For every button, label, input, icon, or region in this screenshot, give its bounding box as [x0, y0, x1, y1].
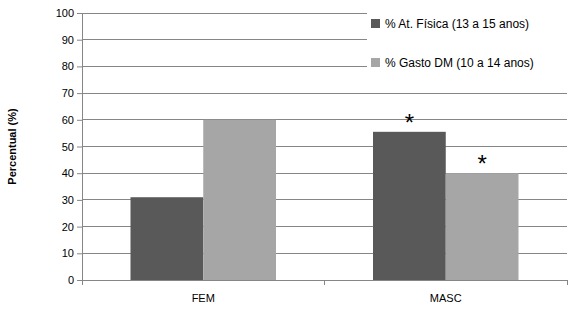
plot: 0102030405060708090100FEMMASC**% At. Fís… [56, 7, 568, 304]
legend-label: % Gasto DM (10 a 14 anos) [385, 56, 534, 70]
y-tick-mark [77, 40, 82, 41]
y-tick-label: 50 [62, 141, 74, 153]
y-axis-line [77, 14, 83, 281]
y-tick-label: 70 [62, 87, 74, 99]
bar [203, 120, 276, 280]
x-tick: FEM [192, 280, 215, 304]
category-separator [82, 280, 83, 285]
y-tick-label: 10 [62, 247, 74, 259]
y-tick-mark [77, 280, 82, 281]
y-axis: 0 10 20 30 40 50 60 70 80 90 100 [56, 7, 83, 286]
annotation: * [477, 150, 486, 177]
y-tick-label: 20 [62, 221, 74, 233]
y-tick-label: 100 [56, 7, 74, 19]
x-tick-label: FEM [192, 292, 215, 304]
y-tick: 40 [62, 167, 82, 179]
grid-line [82, 146, 567, 147]
y-tick-label: 40 [62, 167, 74, 179]
y-tick: 50 [62, 141, 82, 153]
y-tick-mark [77, 200, 82, 201]
legend-swatch [371, 19, 380, 28]
y-tick-mark [77, 253, 82, 254]
legend-swatch [371, 58, 380, 67]
y-tick: 0 [68, 274, 82, 286]
y-tick: 100 [56, 7, 82, 19]
y-tick: 10 [62, 247, 82, 259]
grid-line [82, 93, 567, 94]
category-separator [567, 280, 568, 285]
y-tick-mark [77, 147, 82, 148]
grid [82, 13, 567, 280]
y-tick-label: 80 [62, 60, 74, 72]
bar [446, 173, 519, 280]
y-tick: 80 [62, 60, 82, 72]
y-tick-mark [77, 66, 82, 67]
legend: % At. Física (13 a 15 anos) % Gasto DM (1… [367, 13, 567, 77]
bar [131, 197, 204, 280]
grid-line [82, 119, 567, 120]
y-axis-title: Percentual (%) [6, 108, 18, 185]
y-tick: 20 [62, 221, 82, 233]
chart: 0102030405060708090100FEMMASC**% At. Fís… [0, 0, 574, 311]
category-separator [324, 280, 325, 285]
y-tick: 90 [62, 34, 82, 46]
legend-label: % At. Física (13 a 15 anos) [385, 17, 529, 31]
bars [131, 120, 519, 280]
y-tick-mark [77, 227, 82, 228]
y-tick-label: 30 [62, 194, 74, 206]
y-tick: 30 [62, 194, 82, 206]
y-tick-mark [77, 120, 82, 121]
x-tick: MASC [430, 280, 462, 304]
annotation: * [405, 109, 414, 136]
bar [373, 132, 446, 280]
y-tick-label: 90 [62, 34, 74, 46]
y-tick: 60 [62, 114, 82, 126]
x-axis: FEM MASC [82, 280, 568, 304]
y-tick-mark [77, 13, 82, 14]
x-tick-label: MASC [430, 292, 462, 304]
annotations: ** [405, 109, 487, 177]
y-tick-mark [77, 93, 82, 94]
legend-background [367, 13, 567, 77]
y-tick-label: 0 [68, 274, 74, 286]
y-tick: 70 [62, 87, 82, 99]
y-tick-label: 60 [62, 114, 74, 126]
y-tick-mark [77, 173, 82, 174]
